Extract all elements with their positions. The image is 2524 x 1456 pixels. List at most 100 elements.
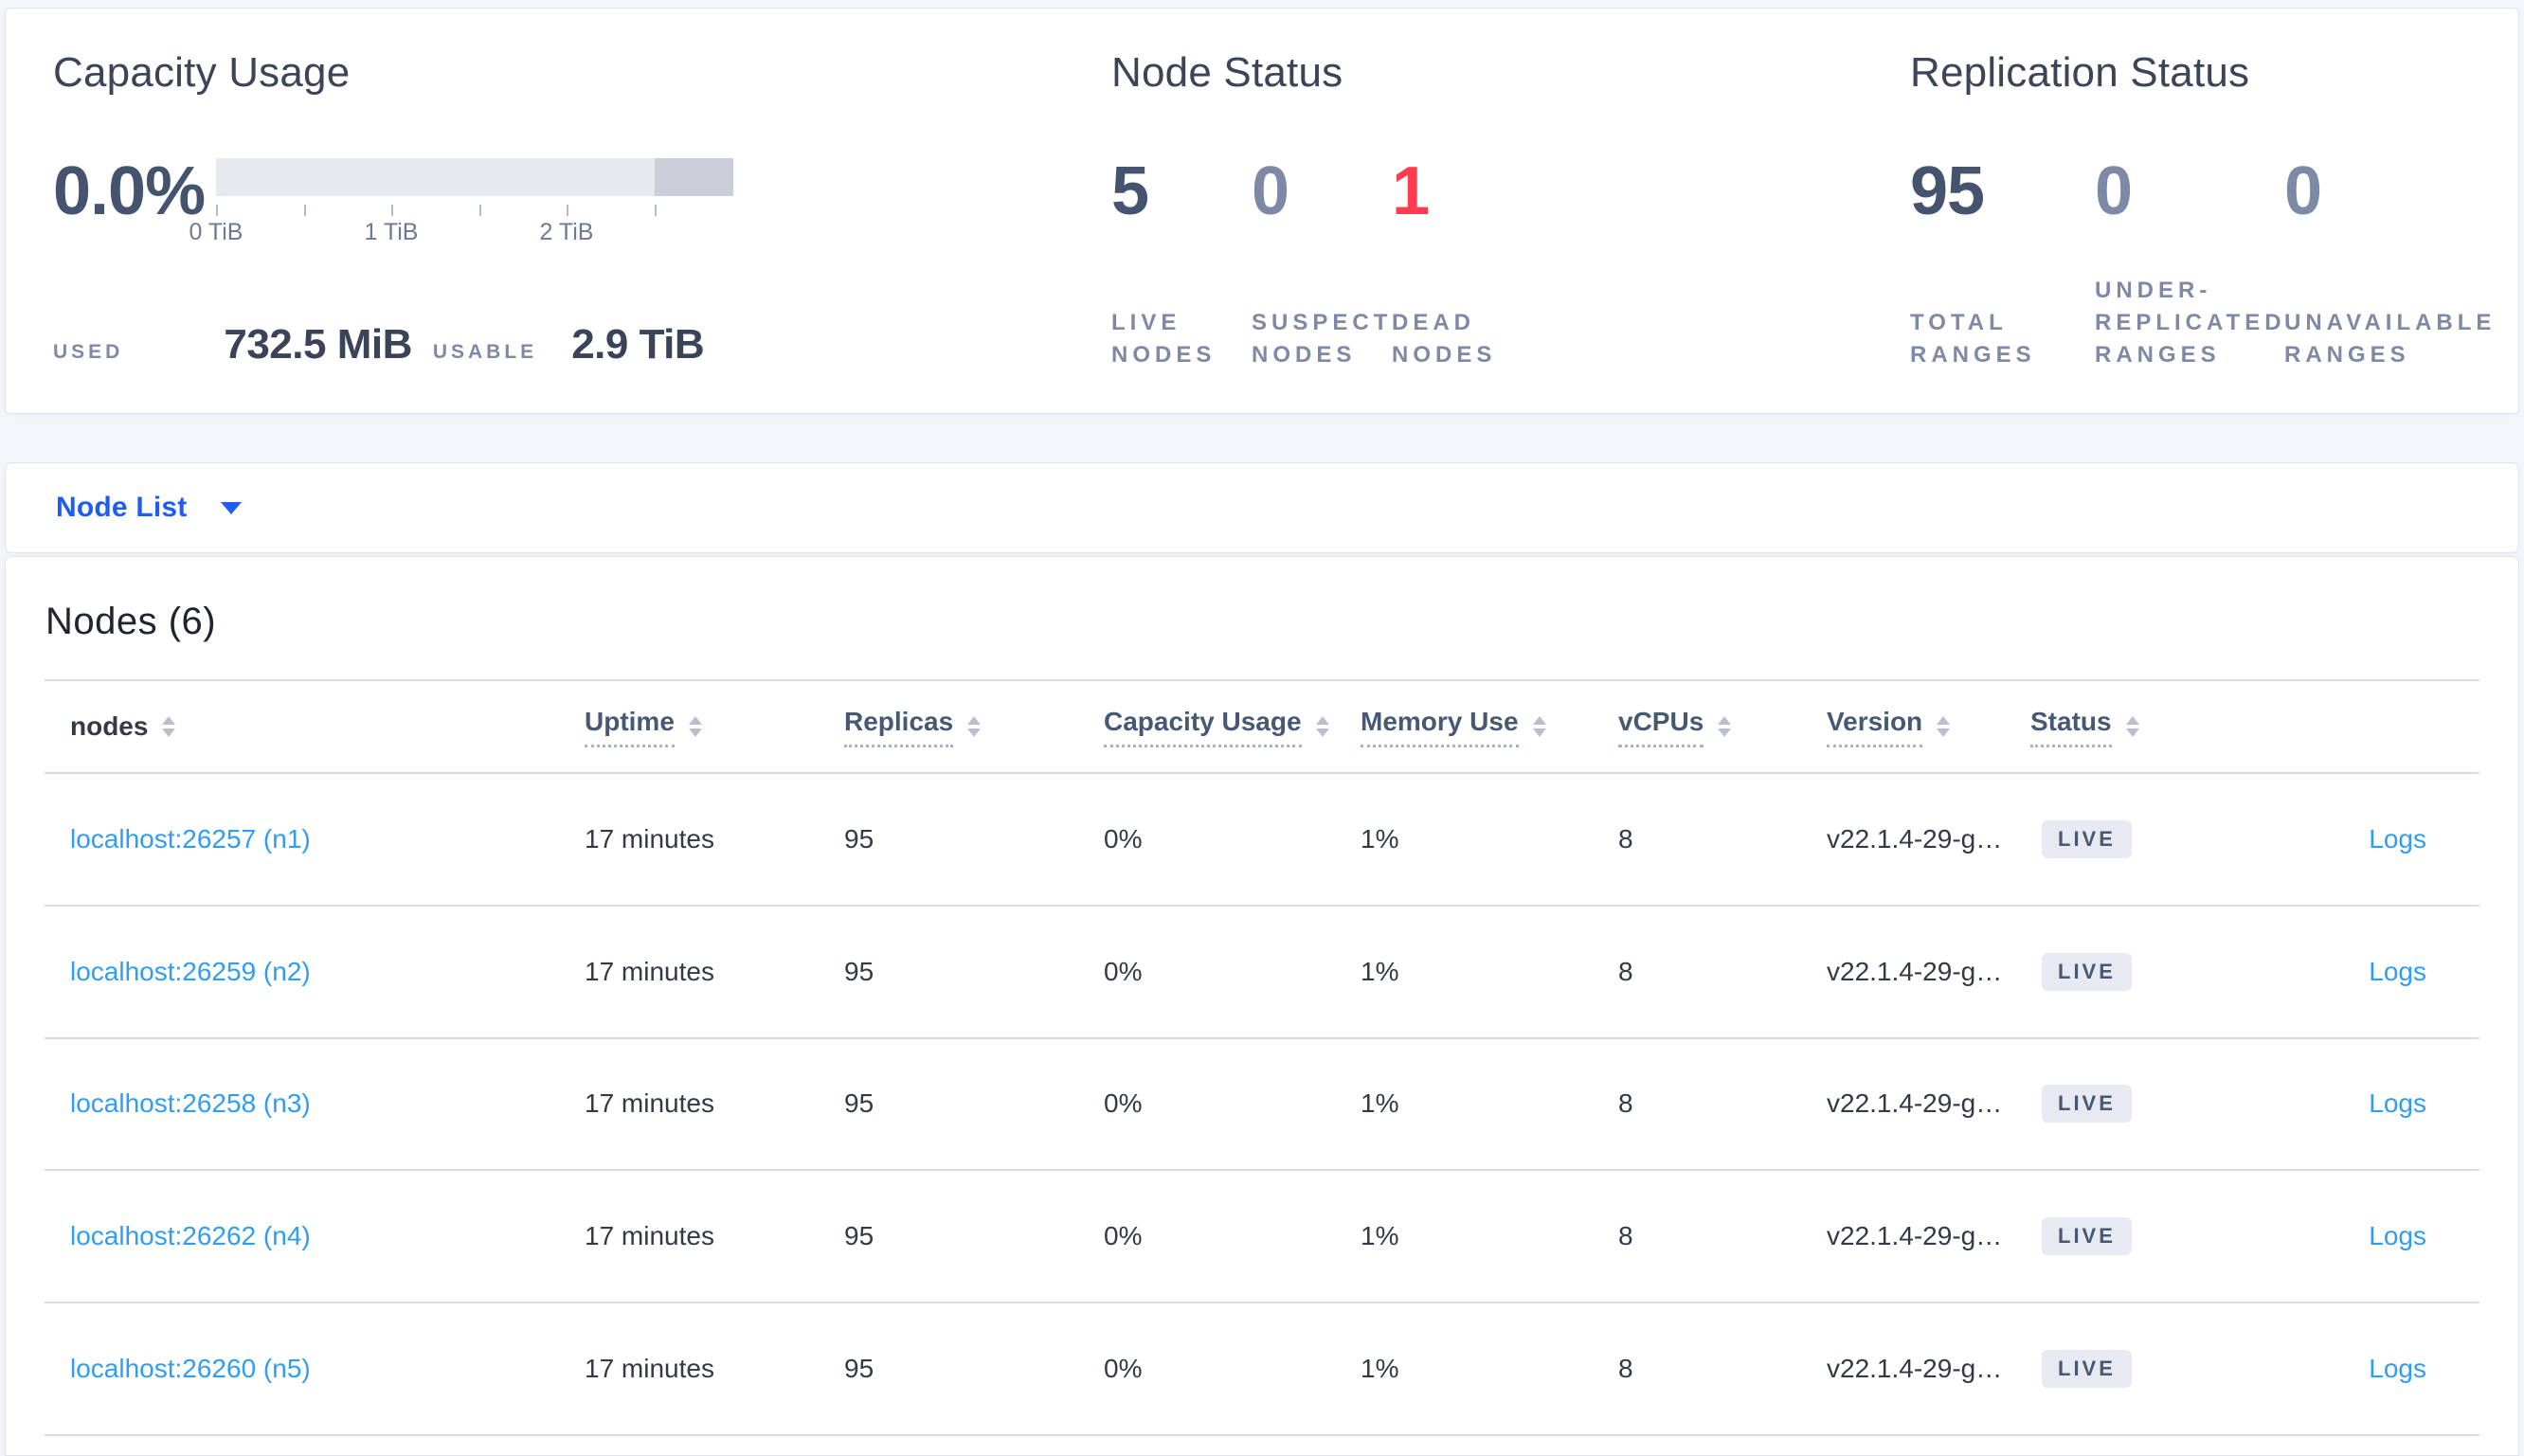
replicas-cell: 95 [844,1088,874,1119]
logs-link[interactable]: Logs [2369,1088,2426,1119]
under-replicated-ranges-label: UNDER-REPLICATED RANGES [2095,278,2286,368]
capacity-usage-title: Capacity Usage [53,49,351,96]
memory-cell: 1% [1361,823,1399,854]
axis-tick-label: 2 TiB [539,219,594,245]
node-link[interactable]: localhost:26257 (n1) [70,823,311,854]
capacity-bar-dark-segment [655,158,733,196]
live-nodes-stat: 5 LIVE NODES [1111,9,1252,413]
capacity-usage-section: Capacity Usage 0.0% 0 TiB 1 TiB 2 TiB US… [53,9,1076,413]
nodes-table: nodes Uptime Replicas Capacity Usage Mem… [45,679,2479,1436]
node-link[interactable]: localhost:26259 (n2) [70,956,311,986]
nodes-table-title: Nodes (6) [45,601,217,642]
unavailable-ranges-stat: 0 UNAVAILABLE RANGES [2284,9,2516,413]
table-row: localhost:26257 (n1) 17 minutes 95 0% 1%… [45,774,2479,907]
vcpus-cell: 8 [1618,1354,1633,1384]
table-header-row: nodes Uptime Replicas Capacity Usage Mem… [45,679,2479,774]
suspect-nodes-value: 0 [1252,153,1289,229]
status-badge: LIVE [2042,819,2132,858]
column-header-memory-use[interactable]: Memory Use [1361,707,1618,747]
axis-tick [303,205,306,216]
capacity-cell: 0% [1104,1088,1143,1119]
replicas-cell: 95 [844,1221,874,1251]
logs-link[interactable]: Logs [2369,823,2426,854]
sort-icon[interactable] [688,716,702,737]
dead-nodes-value: 1 [1392,153,1430,229]
column-header-vcpus[interactable]: vCPUs [1618,707,1827,747]
dead-nodes-stat: 1 DEAD NODES [1392,9,1543,413]
live-nodes-value: 5 [1111,153,1149,229]
column-header-status[interactable]: Status [2030,707,2237,747]
capacity-bar-chart: 0 TiB 1 TiB 2 TiB [189,158,733,272]
under-replicated-ranges-value: 0 [2095,153,2133,229]
column-header-version[interactable]: Version [1827,707,2030,747]
column-header-replicas[interactable]: Replicas [844,707,1104,747]
replicas-cell: 95 [844,1354,874,1384]
capacity-percent-value: 0.0% [53,153,206,229]
logs-link[interactable]: Logs [2369,1221,2426,1251]
chevron-down-icon [221,501,243,514]
node-link[interactable]: localhost:26258 (n3) [70,1088,311,1119]
capacity-bar-track [216,158,733,196]
node-link[interactable]: localhost:26262 (n4) [70,1221,311,1251]
under-replicated-ranges-stat: 0 UNDER-REPLICATED RANGES [2095,9,2284,413]
axis-tick [216,205,218,216]
table-row: localhost:26260 (n5) 17 minutes 95 0% 1%… [45,1303,2479,1436]
uptime-cell: 17 minutes [585,956,714,986]
node-status-section: Node Status 5 LIVE NODES 0 SUSPECT NODES… [1111,9,1869,413]
version-cell: v22.1.4-29-g… [1827,1354,2003,1384]
uptime-cell: 17 minutes [585,823,714,854]
version-cell: v22.1.4-29-g… [1827,823,2003,854]
status-badge: LIVE [2042,952,2132,991]
vcpus-cell: 8 [1618,1221,1633,1251]
uptime-cell: 17 minutes [585,1088,714,1119]
node-link[interactable]: localhost:26260 (n5) [70,1354,311,1384]
replication-status-title: Replication Status [1910,49,2250,96]
sort-icon[interactable] [1937,716,1951,737]
unavailable-ranges-value: 0 [2284,153,2322,229]
used-value: 732.5 MiB [224,321,412,368]
used-label: USED [53,341,124,363]
status-badge: LIVE [2042,1085,2132,1123]
column-header-nodes[interactable]: nodes [45,711,585,742]
version-cell: v22.1.4-29-g… [1827,956,2003,986]
memory-cell: 1% [1361,1088,1399,1119]
capacity-cell: 0% [1104,823,1143,854]
replicas-cell: 95 [844,823,874,854]
sort-icon[interactable] [162,716,176,737]
total-ranges-value: 95 [1910,153,1985,229]
memory-cell: 1% [1361,1354,1399,1384]
vcpus-cell: 8 [1618,823,1633,854]
axis-tick-label: 0 TiB [189,219,243,245]
dead-nodes-label: DEAD NODES [1392,310,1497,368]
total-ranges-label: TOTAL RANGES [1910,310,2036,368]
node-list-dropdown[interactable]: Node List [56,492,243,524]
capacity-cell: 0% [1104,956,1143,986]
node-list-bar: Node List [5,462,2519,553]
sort-icon[interactable] [1315,716,1329,737]
capacity-cell: 0% [1104,1354,1143,1384]
cluster-summary-panel: Capacity Usage 0.0% 0 TiB 1 TiB 2 TiB US… [5,8,2519,414]
column-header-capacity-usage[interactable]: Capacity Usage [1104,707,1361,747]
table-row: localhost:26262 (n4) 17 minutes 95 0% 1%… [45,1171,2479,1304]
sort-icon[interactable] [1532,716,1546,737]
axis-tick [654,205,657,216]
uptime-cell: 17 minutes [585,1221,714,1251]
version-cell: v22.1.4-29-g… [1827,1088,2003,1119]
unavailable-ranges-label: UNAVAILABLE RANGES [2284,310,2497,368]
column-header-uptime[interactable]: Uptime [585,707,844,747]
capacity-cell: 0% [1104,1221,1143,1251]
status-badge: LIVE [2042,1350,2132,1389]
sort-icon[interactable] [967,716,982,737]
vcpus-cell: 8 [1618,1088,1633,1119]
replicas-cell: 95 [844,956,874,986]
logs-link[interactable]: Logs [2369,956,2426,986]
sort-icon[interactable] [2125,716,2139,737]
live-nodes-label: LIVE NODES [1111,310,1217,368]
sort-icon[interactable] [1718,716,1732,737]
uptime-cell: 17 minutes [585,1354,714,1384]
capacity-used-row: USED 732.5 MiB USABLE 2.9 TiB [53,321,705,368]
axis-tick [391,205,393,216]
replication-status-section: Replication Status 95 TOTAL RANGES 0 UND… [1910,9,2516,413]
table-row: localhost:26259 (n2) 17 minutes 95 0% 1%… [45,907,2479,1039]
logs-link[interactable]: Logs [2369,1354,2426,1384]
